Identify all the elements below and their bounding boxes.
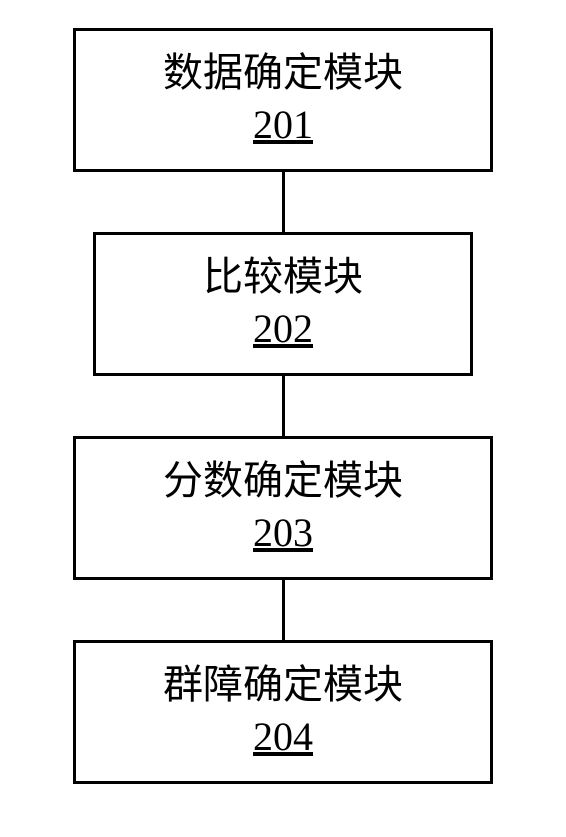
edge-connector <box>282 376 285 436</box>
node-id: 203 <box>253 507 313 559</box>
node-label: 比较模块 <box>203 253 363 301</box>
node-data-determination: 数据确定模块 201 <box>73 28 493 172</box>
node-score-determination: 分数确定模块 203 <box>73 436 493 580</box>
node-label: 群障确定模块 <box>163 661 403 709</box>
node-id: 201 <box>253 99 313 151</box>
flowchart-diagram: 数据确定模块 201 比较模块 202 分数确定模块 203 群障确定模块 20… <box>73 28 493 784</box>
node-group-fault-determination: 群障确定模块 204 <box>73 640 493 784</box>
node-id: 204 <box>253 711 313 763</box>
node-id: 202 <box>253 303 313 355</box>
edge-connector <box>282 580 285 640</box>
node-label: 数据确定模块 <box>163 49 403 97</box>
edge-connector <box>282 172 285 232</box>
node-comparison: 比较模块 202 <box>93 232 473 376</box>
node-label: 分数确定模块 <box>163 457 403 505</box>
